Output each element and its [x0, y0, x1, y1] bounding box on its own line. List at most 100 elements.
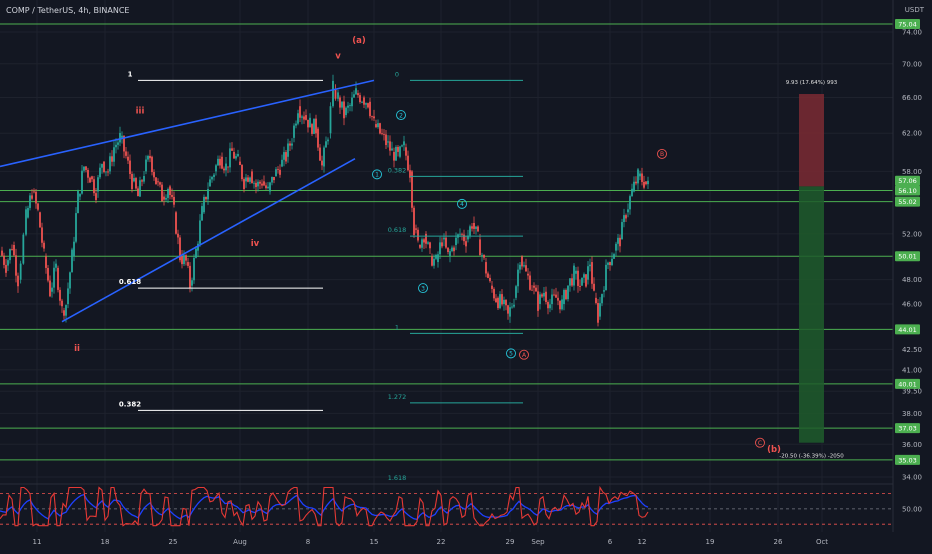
fib-white-label: 0.618	[119, 278, 141, 286]
candle-body	[351, 97, 353, 107]
candle-body	[31, 195, 33, 199]
candle-body	[469, 226, 471, 236]
candle-body	[273, 176, 275, 181]
candle-body	[577, 270, 579, 286]
x-tick-label: 6	[608, 538, 613, 546]
candle-body	[15, 255, 17, 276]
fib-teal-label: 0.618	[388, 226, 407, 234]
candle-body	[471, 226, 473, 229]
candle-body	[425, 233, 427, 244]
candle-body	[433, 258, 435, 266]
candle-body	[201, 206, 203, 221]
candle-body	[179, 237, 181, 261]
candle-body	[629, 196, 631, 210]
y-tick-label: 39.50	[902, 388, 922, 396]
candle-body	[165, 197, 167, 200]
wave-label: C	[758, 440, 762, 447]
candle-body	[295, 123, 297, 126]
candle-body	[429, 242, 431, 249]
x-tick-label: 18	[101, 538, 110, 546]
candle-body	[159, 182, 161, 185]
price-badge-label: 50.01	[898, 253, 917, 261]
candle-body	[417, 229, 419, 241]
candle-body	[169, 186, 171, 196]
candle-body	[459, 233, 461, 235]
candle-body	[527, 273, 529, 276]
candle-body	[353, 94, 355, 98]
x-tick-label: 15	[370, 538, 379, 546]
candle-body	[319, 147, 321, 161]
candle-body	[143, 176, 145, 182]
candle-body	[523, 265, 525, 267]
candle-body	[133, 178, 135, 182]
price-badge	[895, 454, 920, 465]
candle-body	[579, 285, 581, 287]
price-badge	[895, 19, 920, 30]
price-badge-label: 35.03	[898, 456, 917, 464]
wave-label: A	[522, 352, 527, 359]
candle-body	[129, 160, 131, 175]
wedge-line-lower	[61, 158, 356, 323]
fib-white-label: 0.382	[119, 400, 141, 408]
candle-body	[279, 169, 281, 175]
candle-body	[93, 179, 95, 194]
price-badge-label: 75.04	[898, 21, 917, 29]
candle-body	[147, 155, 149, 160]
fib-teal-label: 0	[395, 70, 399, 78]
candle-body	[543, 293, 545, 297]
fib-teal-label: 0.382	[388, 166, 407, 174]
candle-body	[55, 263, 57, 268]
y-tick-label: 62.00	[902, 130, 922, 138]
candle-body	[97, 177, 99, 192]
x-tick-label: Oct	[816, 538, 828, 546]
candle-body	[213, 174, 215, 177]
candle-body	[3, 255, 5, 265]
y-tick-label: 66.00	[902, 94, 922, 102]
candle-body	[205, 196, 207, 200]
wave-label-circle	[657, 148, 667, 159]
candle-body	[177, 233, 179, 238]
candle-body	[463, 234, 465, 242]
candle-body	[107, 171, 109, 173]
candle-body	[555, 294, 557, 298]
candle-body	[153, 172, 155, 178]
price-badge-label: 56.10	[898, 187, 917, 195]
candle-body	[309, 117, 311, 128]
candle-body	[647, 180, 649, 185]
candle-body	[151, 156, 153, 173]
candle-body	[551, 294, 553, 305]
price-badge	[895, 378, 920, 389]
candle-body	[615, 243, 617, 251]
wave-label-circle	[396, 110, 406, 121]
wave-label-circle	[519, 349, 529, 360]
candle-body	[497, 297, 499, 309]
chart-title: COMP / TetherUS, 4h, BINANCE	[6, 6, 130, 15]
candle-body	[123, 135, 125, 152]
y-tick-label: 36.00	[902, 441, 922, 449]
y-tick-label: 41.00	[902, 366, 922, 374]
candle-body	[507, 305, 509, 314]
candle-body	[383, 133, 385, 135]
candle-body	[43, 242, 45, 249]
candle-body	[535, 287, 537, 292]
candle-body	[91, 176, 93, 180]
candle-body	[575, 270, 577, 274]
candle-body	[437, 254, 439, 263]
candle-body	[465, 241, 467, 247]
candle-body	[5, 264, 7, 273]
candle-body	[589, 264, 591, 267]
candle-body	[481, 254, 483, 256]
candle-body	[607, 262, 609, 265]
candle-body	[323, 147, 325, 167]
candle-body	[127, 156, 129, 161]
candle-body	[363, 97, 365, 105]
candle-body	[119, 132, 121, 143]
candle-body	[207, 189, 209, 200]
candle-body	[332, 80, 334, 107]
candle-body	[539, 294, 541, 305]
candle-body	[479, 239, 481, 256]
rsi-signal-line	[0, 493, 649, 521]
candle-body	[581, 277, 583, 286]
